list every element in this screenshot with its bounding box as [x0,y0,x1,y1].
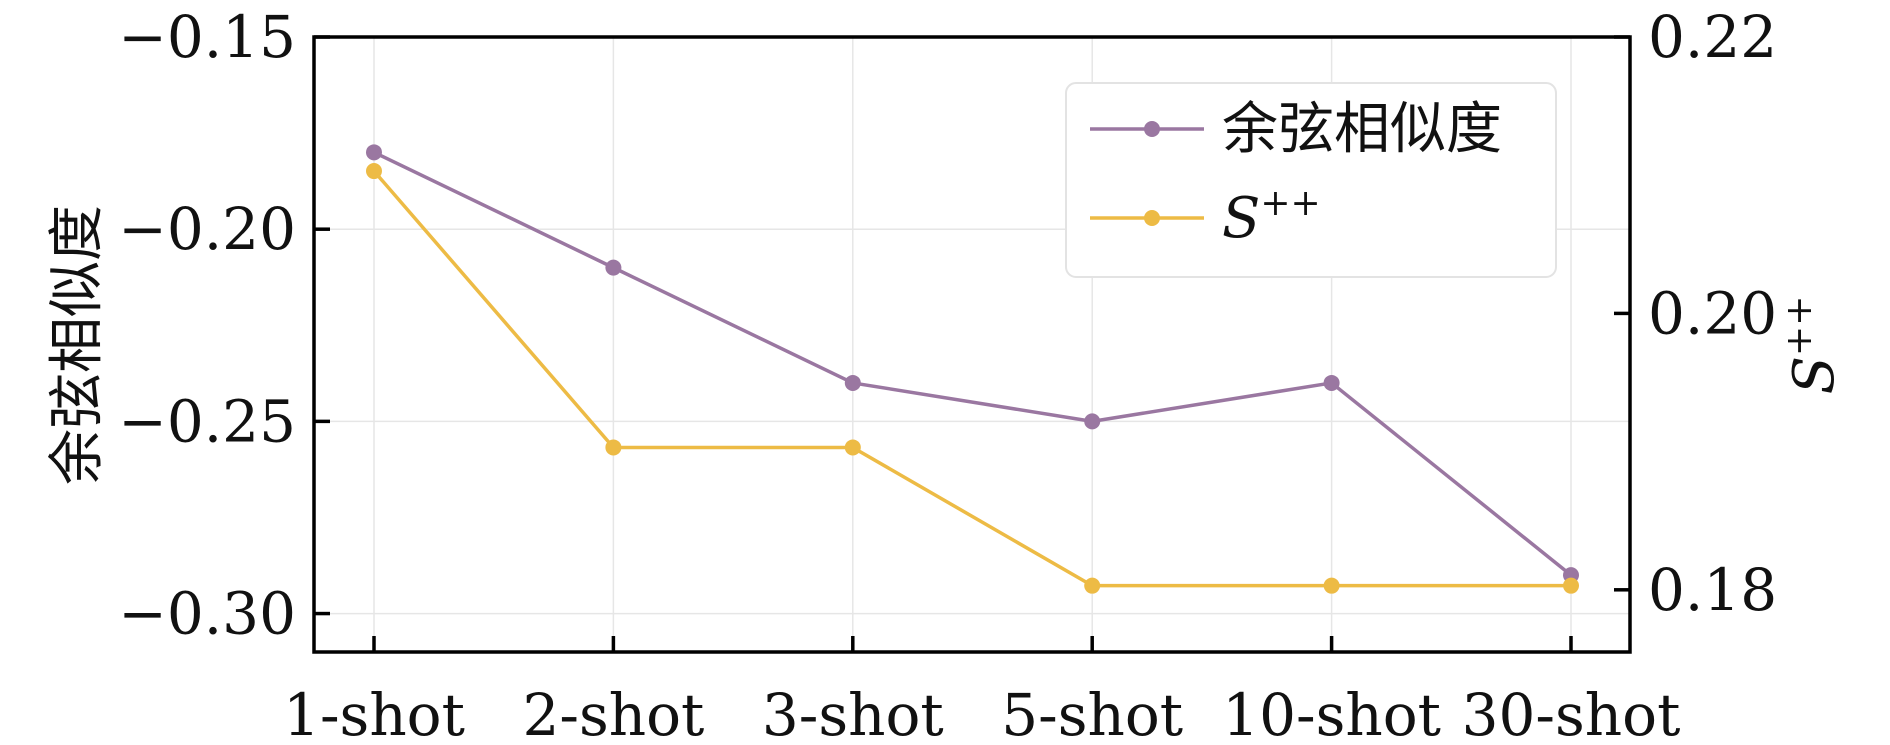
data-point-series-2 [1323,577,1340,594]
data-point-series-1 [844,374,861,391]
x-tick-label: 5-shot [1001,681,1183,745]
data-point-series-2 [844,439,861,456]
y-right-axis-title: S++ [1779,296,1847,395]
legend-marker-1 [1144,121,1160,137]
x-tick-label: 1-shot [283,681,465,745]
series-line-2 [372,169,1571,588]
y-left-tick-label: −0.15 [118,3,296,71]
data-point-series-1 [366,144,382,161]
y-left-tick-label: −0.20 [118,195,296,263]
legend-box [1065,82,1557,278]
legend: 余弦相似度 S++ [1065,82,1557,278]
data-point-series-1 [1323,374,1340,391]
data-point-series-2 [1084,577,1101,594]
y-left-axis-title: 余弦相似度 [45,205,110,485]
series-layer [366,144,1579,594]
x-tick-label: 10-shot [1222,681,1441,745]
x-tick-label: 2-shot [522,681,704,745]
series-line-1 [373,150,1573,577]
legend-label-1: 余弦相似度 [1222,97,1502,162]
y-right-tick-label: 0.22 [1648,3,1777,71]
y-left-tick-label: −0.30 [118,580,296,648]
data-point-series-2 [366,163,382,180]
y-right-tick-label: 0.18 [1648,556,1777,624]
data-point-series-2 [1563,577,1579,594]
legend-marker-2 [1144,210,1160,226]
y-left-tick-label: −0.25 [118,387,296,455]
plot-frame [312,35,1632,654]
axes [312,35,1632,654]
x-tick-label: 3-shot [762,681,944,745]
x-tick-label: 30-shot [1462,681,1681,745]
data-point-series-1 [605,259,622,276]
y-right-tick-label: 0.20 [1648,279,1777,347]
legend-label-2: S++ [1222,183,1321,251]
data-point-series-2 [605,439,622,456]
ticks: 1-shot 2-shot 3-shot 5-shot 10-shot 30-shot −0… [45,3,1847,745]
data-point-series-1 [1084,413,1101,430]
